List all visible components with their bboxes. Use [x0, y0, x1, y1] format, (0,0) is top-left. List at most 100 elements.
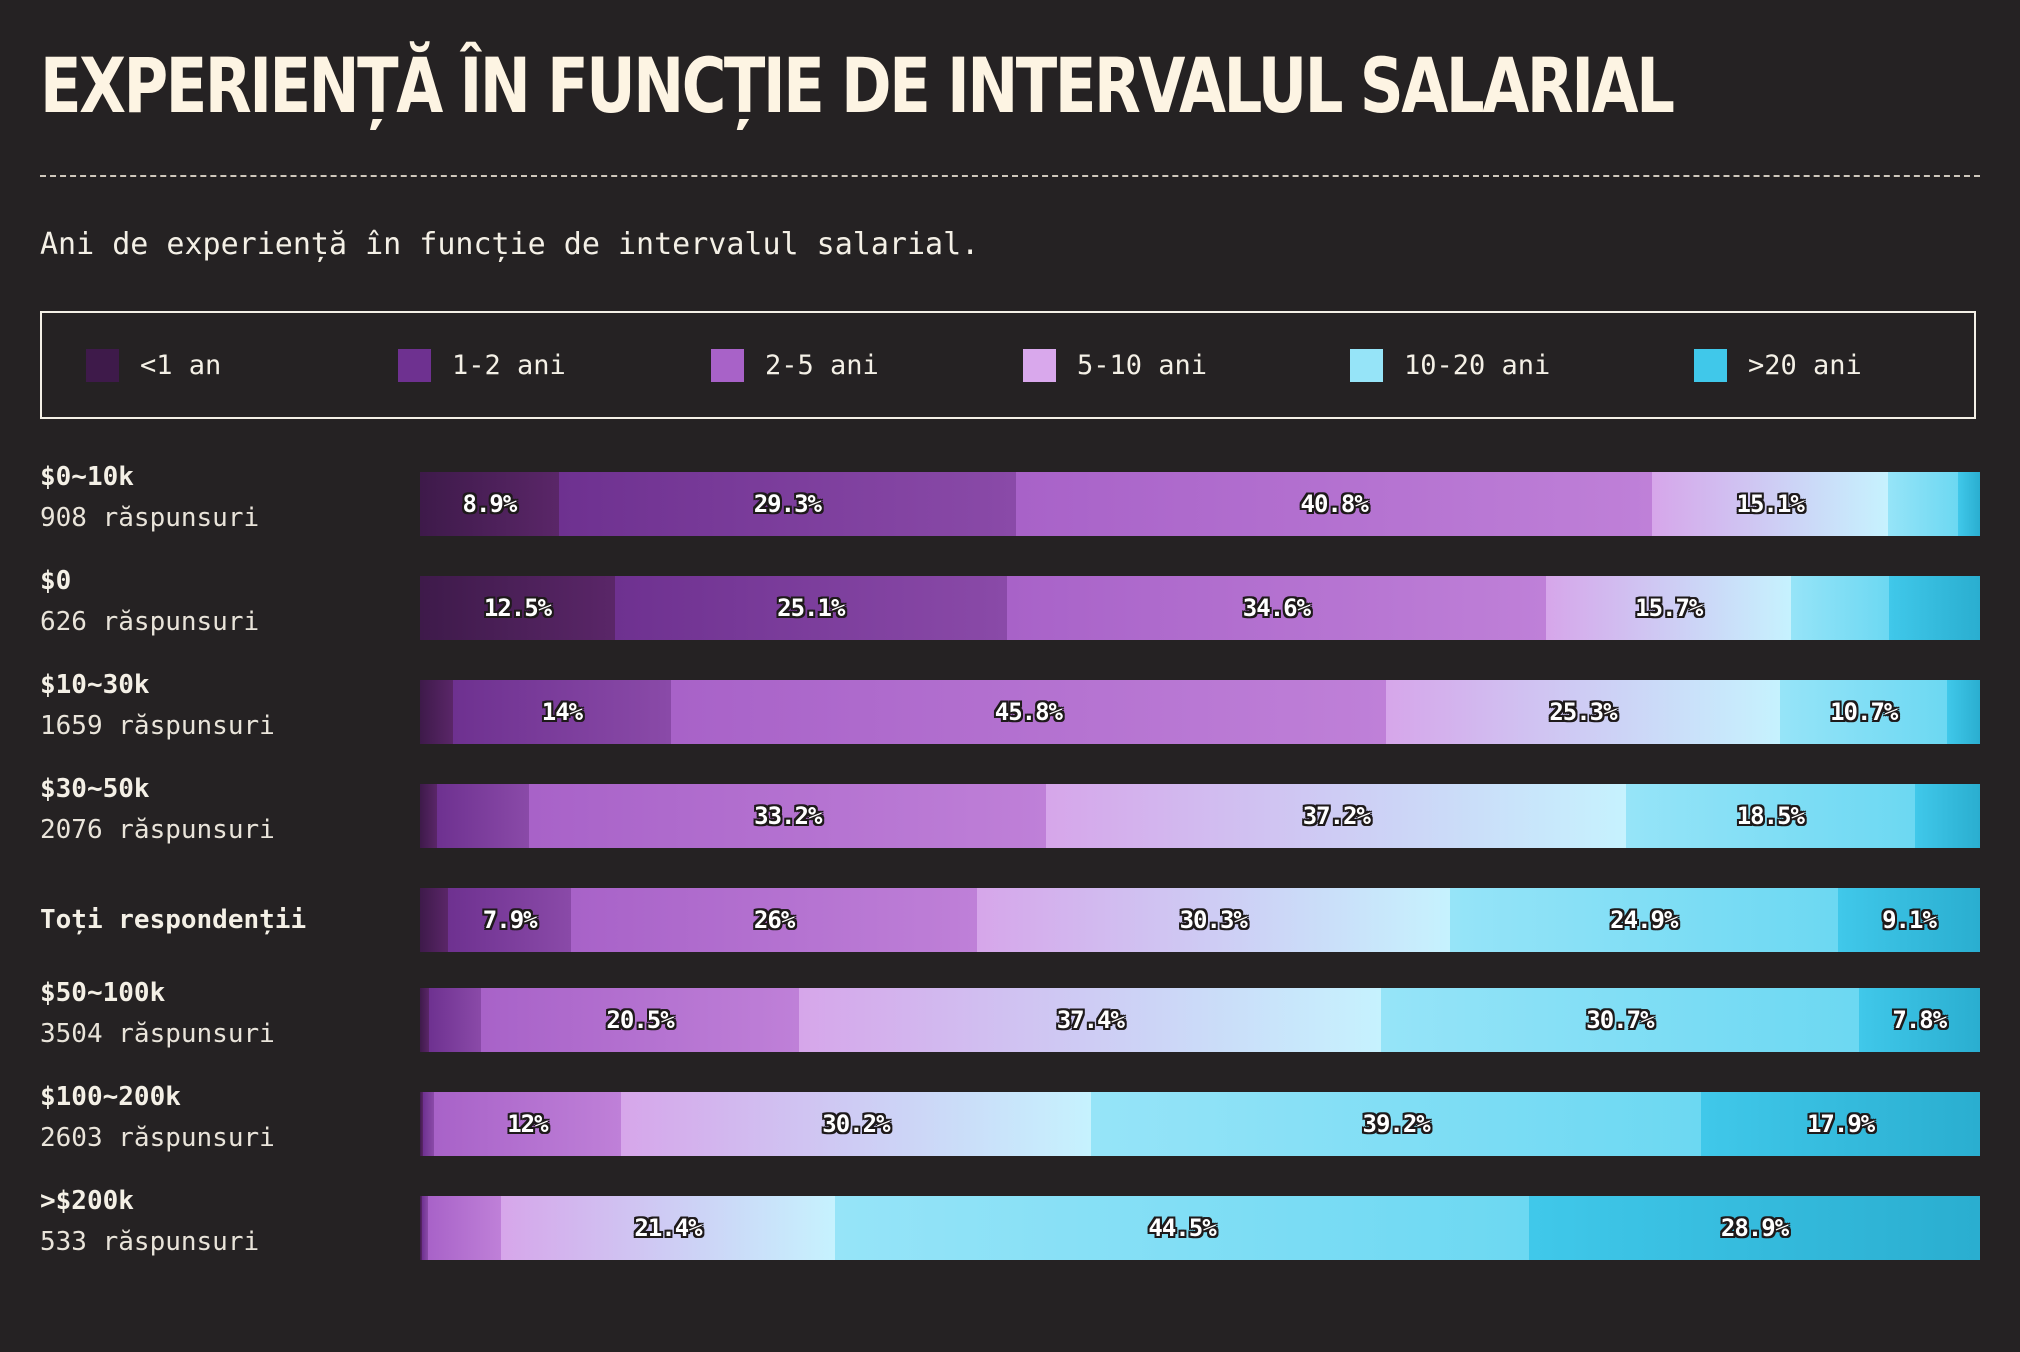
- bar-segment: [1947, 680, 1980, 744]
- bar-segment: [1887, 472, 1959, 536]
- segment-value-label: 7.9%: [482, 906, 538, 934]
- bar-segment: [420, 1092, 424, 1156]
- bar-segment: 21.4%: [501, 1196, 835, 1260]
- row-label: Toți respondenții: [40, 903, 306, 937]
- bar-segment: 18.5%: [1626, 784, 1915, 848]
- row-name: >$200k: [40, 1186, 134, 1216]
- bar-segment: [1958, 472, 1980, 536]
- segment-value-label: 28.9%: [1720, 1214, 1789, 1242]
- segment-value-label: 18.5%: [1736, 802, 1805, 830]
- title-divider: [40, 175, 1980, 177]
- bar-segment: 7.8%: [1858, 988, 1980, 1052]
- segment-value-label: 44.5%: [1148, 1214, 1216, 1242]
- bar-segment: [420, 680, 453, 744]
- row-count: 3504 răspunsuri: [40, 1019, 275, 1049]
- bar-row: 21.4% 44.5% 28.9%: [420, 1196, 1980, 1260]
- bar-row: 14% 45.8% 25.3% 10.7%: [420, 680, 1980, 744]
- legend-swatch: [1694, 348, 1727, 382]
- segment-value-label: 15.7%: [1635, 594, 1703, 622]
- legend-label: >20 ani: [1748, 349, 1862, 381]
- bar-segment: 14%: [452, 680, 672, 744]
- segment-value-label: 12.5%: [483, 594, 552, 622]
- segment-value-label: 15.1%: [1736, 490, 1805, 518]
- bar-segment: 45.8%: [671, 680, 1386, 744]
- segment-value-label: 45.8%: [994, 698, 1063, 726]
- row-label: $0~10k 908 răspunsuri: [40, 460, 259, 535]
- legend-item: <1 an: [86, 313, 221, 417]
- segment-value-label: 37.2%: [1302, 802, 1371, 830]
- bar-row: 8.9% 29.3% 40.8% 15.1%: [420, 472, 1980, 536]
- bar-segment: [420, 888, 449, 952]
- segment-value-label: 39.2%: [1362, 1110, 1431, 1138]
- segment-value-label: 14%: [541, 698, 583, 726]
- chart-subtitle: Ani de experiență în funcție de interval…: [40, 227, 980, 262]
- segment-value-label: 7.8%: [1892, 1006, 1947, 1034]
- segment-value-label: 12%: [507, 1110, 548, 1138]
- legend-label: 2-5 ani: [765, 349, 879, 381]
- bar-segment: 7.9%: [448, 888, 572, 952]
- legend-swatch: [711, 348, 744, 382]
- bar-segment: [421, 1196, 428, 1260]
- segment-value-label: 30.3%: [1179, 906, 1248, 934]
- bar-segment: 12.5%: [420, 576, 615, 640]
- row-name: $100~200k: [40, 1082, 181, 1112]
- legend-item: 1-2 ani: [398, 313, 566, 417]
- bar-segment: 34.6%: [1006, 576, 1547, 640]
- bar-row: 12% 30.2% 39.2% 17.9%: [420, 1092, 1980, 1156]
- legend-label: 10-20 ani: [1404, 349, 1551, 381]
- segment-value-label: 33.2%: [754, 802, 822, 830]
- legend-swatch: [1023, 348, 1056, 382]
- row-name: $0~10k: [40, 462, 134, 492]
- row-name: $30~50k: [40, 774, 150, 804]
- bar-segment: 26%: [571, 888, 977, 952]
- row-count: 908 răspunsuri: [40, 503, 260, 533]
- segment-value-label: 26%: [753, 906, 795, 934]
- bar-segment: 9.1%: [1838, 888, 1980, 952]
- bar-segment: 33.2%: [529, 784, 1047, 848]
- bar-segment: 8.9%: [420, 472, 559, 536]
- bar-segment: 30.7%: [1381, 988, 1859, 1052]
- bar-segment: 28.9%: [1529, 1196, 1980, 1260]
- bar-segment: 39.2%: [1090, 1092, 1702, 1156]
- segment-value-label: 25.3%: [1549, 698, 1617, 726]
- bar-segment: 25.1%: [615, 576, 1007, 640]
- bar-segment: 17.9%: [1701, 1092, 1980, 1156]
- row-label: >$200k 533 răspunsuri: [40, 1184, 259, 1259]
- row-count: 2603 răspunsuri: [40, 1123, 275, 1153]
- segment-value-label: 9.1%: [1882, 906, 1937, 934]
- bar-segment: [423, 1092, 434, 1156]
- segment-value-label: 24.9%: [1610, 906, 1678, 934]
- bar-row: 20.5% 37.4% 30.7% 7.8%: [420, 988, 1980, 1052]
- bar-segment: 12%: [434, 1092, 621, 1156]
- segment-value-label: 29.3%: [753, 490, 822, 518]
- bar-segment: 30.3%: [976, 888, 1450, 952]
- legend-item: >20 ani: [1694, 313, 1862, 417]
- legend-label: <1 an: [140, 349, 222, 381]
- legend: <1 an 1-2 ani 2-5 ani 5-10 ani 10-20 ani >20 …: [40, 311, 1976, 419]
- segment-value-label: 30.2%: [822, 1110, 890, 1138]
- bar-segment: [1889, 576, 1980, 640]
- legend-label: 1-2 ani: [452, 349, 566, 381]
- bar-segment: 25.3%: [1385, 680, 1781, 744]
- segment-value-label: 30.7%: [1586, 1006, 1654, 1034]
- bar-segment: [420, 988, 430, 1052]
- legend-label: 5-10 ani: [1077, 349, 1208, 381]
- segment-value-label: 40.8%: [1300, 490, 1369, 518]
- row-count: 533 răspunsuri: [40, 1227, 260, 1257]
- bar-segment: 40.8%: [1015, 472, 1653, 536]
- legend-item: 10-20 ani: [1350, 313, 1550, 417]
- bar-segment: [429, 988, 481, 1052]
- row-name: Toți respondenții: [40, 905, 307, 935]
- bar-segment: 10.7%: [1780, 680, 1948, 744]
- row-count: 1659 răspunsuri: [40, 711, 275, 741]
- row-label: $0 626 răspunsuri: [40, 564, 259, 639]
- bar-segment: [1791, 576, 1890, 640]
- row-name: $50~100k: [40, 978, 166, 1008]
- segment-value-label: 25.1%: [777, 594, 845, 622]
- segment-value-label: 37.4%: [1056, 1006, 1125, 1034]
- row-name: $0: [40, 566, 72, 596]
- bar-segment: 15.7%: [1546, 576, 1792, 640]
- legend-swatch: [398, 348, 431, 382]
- bar-segment: 30.2%: [620, 1092, 1091, 1156]
- row-count: 626 răspunsuri: [40, 607, 260, 637]
